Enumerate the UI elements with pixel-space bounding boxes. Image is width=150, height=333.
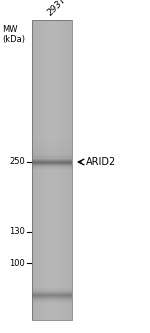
Text: 293T: 293T bbox=[46, 0, 68, 17]
Text: 250: 250 bbox=[9, 158, 25, 166]
Text: 100: 100 bbox=[9, 258, 25, 267]
Text: MW
(kDa): MW (kDa) bbox=[2, 25, 25, 44]
Bar bbox=[32, 20, 72, 320]
Text: 130: 130 bbox=[9, 227, 25, 236]
Text: ARID2: ARID2 bbox=[86, 157, 116, 167]
